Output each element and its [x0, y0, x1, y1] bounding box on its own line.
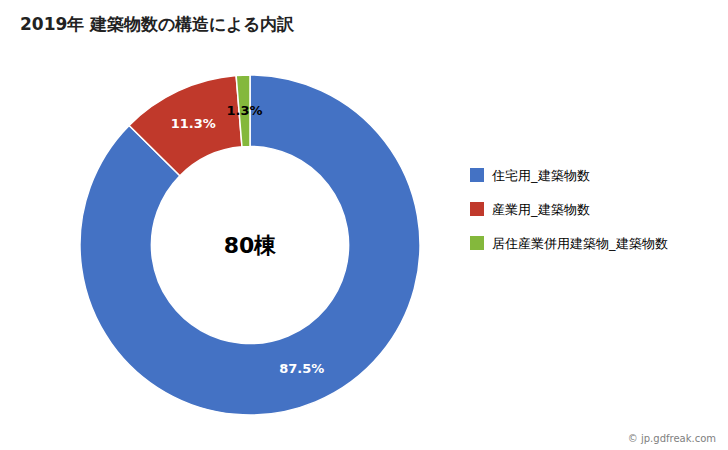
slice [129, 76, 242, 176]
legend-item: 居住産業併用建築物_建築物数 [470, 236, 668, 251]
legend-swatch [470, 168, 484, 182]
legend-swatch [470, 202, 484, 216]
data-label: 11.3% [171, 116, 216, 131]
watermark: © jp.gdfreak.com [628, 433, 716, 444]
slice [80, 75, 420, 415]
data-label: 1.3% [226, 103, 262, 118]
center-text: 80棟 [224, 233, 278, 258]
donut [80, 75, 420, 415]
legend-label: 居住産業併用建築物_建築物数 [492, 236, 668, 251]
legend-item: 住宅用_建築物数 [470, 168, 590, 183]
legend-swatch [470, 236, 484, 250]
chart: 2019年 建築物数の構造による内訳 87.5% 11.3% 1.3% 80棟 © jp.… [0, 0, 728, 450]
title: 2019年 建築物数の構造による内訳 [20, 14, 295, 34]
data-label: 87.5% [279, 361, 324, 376]
legend-label: 産業用_建築物数 [492, 202, 590, 217]
legend-item: 産業用_建築物数 [470, 202, 590, 217]
legend: 住宅用_建築物数産業用_建築物数居住産業併用建築物_建築物数 [470, 168, 668, 251]
legend-label: 住宅用_建築物数 [491, 168, 590, 183]
labels: 87.5% 11.3% 1.3% 80棟 [171, 103, 325, 376]
